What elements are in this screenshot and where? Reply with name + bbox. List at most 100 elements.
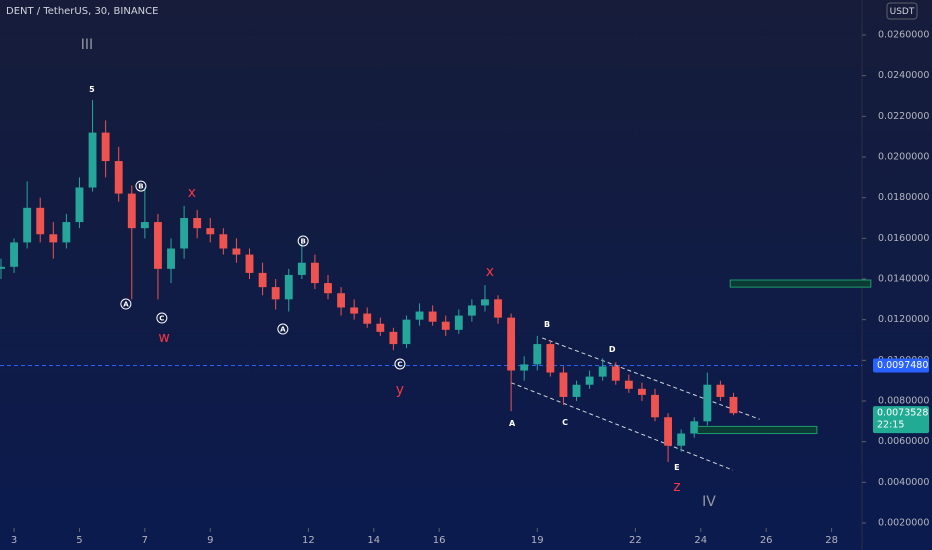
candle-body [62,222,71,243]
candle-body [611,366,620,381]
candle-body [49,234,58,243]
candle-body [167,248,175,269]
currency[interactable]: USDT [890,7,915,17]
x-tick-label: 28 [825,535,838,546]
currency-box[interactable] [886,2,918,20]
price-line-label: 0.0097480 [877,360,928,371]
wave-label: 5 [89,85,95,94]
candle-body [88,132,97,188]
y-tick-label: 0.0120000 [878,314,929,325]
candle-body [441,321,450,330]
wave-circle [156,312,168,324]
y-tick-label: 0.0140000 [878,274,929,285]
candle-body [494,299,502,318]
candle-body [324,283,332,294]
y-tick-label: 0.0180000 [878,192,929,203]
plot [0,100,862,471]
wave-label: C [397,360,402,368]
candle-body [350,307,359,314]
y-tick-label: 0.0060000 [878,436,929,447]
wave-circle [120,298,132,310]
candle-body [271,287,280,300]
candle-body [75,187,84,223]
x-tick-label: 14 [367,535,380,546]
candle-body [703,384,712,422]
candle-body [23,207,32,243]
candle-body [454,315,463,330]
wave-label: B [300,237,305,245]
candle-body [716,384,725,397]
wave-label: C [159,315,164,323]
candle-body [363,313,372,324]
candle-body [376,323,385,332]
candle-body [729,396,738,414]
last-price-tag [873,406,929,434]
wave-label: w [158,330,169,346]
x-tick-label: 12 [302,535,315,546]
candle-body [140,222,149,229]
wave-label: A [123,301,129,309]
wave-label: D [609,345,616,354]
candle-body [624,380,633,389]
candle-body [415,311,424,320]
candle-body [154,222,162,269]
candle-body [690,421,699,434]
wave-circle [394,358,406,370]
price-line-tag [873,358,929,373]
wave-label: x [486,264,494,280]
candle-body [219,234,228,249]
wave-label: A [280,326,286,334]
zone [697,425,818,435]
x-tick-label: 24 [694,535,707,546]
y-tick-label: 0.0020000 [878,518,929,529]
candle-body [428,311,437,322]
candle-body [180,218,189,249]
x-tick-label: 26 [760,535,773,546]
candle-body [481,299,489,306]
y-tick-label: 0.0040000 [878,477,929,488]
candle-body [258,272,267,288]
candle-body [101,132,110,162]
x-tick-label: 3 [11,535,17,546]
symbol-title: DENT / TetherUS, 30, BINANCE [6,6,158,17]
candle-body [677,433,686,446]
candle-body [206,228,215,235]
candle-body [664,417,673,446]
x-tick-label: 9 [207,535,213,546]
y-tick-label: 0.0220000 [878,111,929,122]
candle-body [232,248,241,255]
y-tick-label: 0.0240000 [878,70,929,81]
countdown: 22:15 [877,420,904,431]
wave-label: III [81,37,93,53]
candle-body [520,364,529,371]
candle-body [507,317,516,371]
x-tick-label: 22 [629,535,642,546]
zone [729,279,872,288]
wave-label: x [188,185,196,201]
wave-label: A [509,419,516,428]
wave-label: IV [702,494,716,510]
wave-circle [277,323,289,335]
candle-body [402,319,411,345]
candle-body [284,274,293,300]
candle-body [193,218,202,229]
y-tick-label: 0.0260000 [878,30,929,41]
candle-body [127,193,136,229]
candle-body [337,293,345,308]
x-tick-label: 19 [531,535,544,546]
x-tick-label: 7 [142,535,148,546]
wave-label: E [674,463,679,472]
candle-body [533,344,542,365]
candle-body [310,262,319,284]
candle-body [245,254,254,273]
candle-body [598,366,607,377]
wave-label: C [562,418,568,427]
trendline [542,337,760,420]
y-tick-label: 0.0080000 [878,396,929,407]
wave-label: B [138,183,143,191]
candle-body [585,376,594,385]
last-price-label: 0.0073528 [877,408,928,419]
wave-label: z [673,479,680,495]
